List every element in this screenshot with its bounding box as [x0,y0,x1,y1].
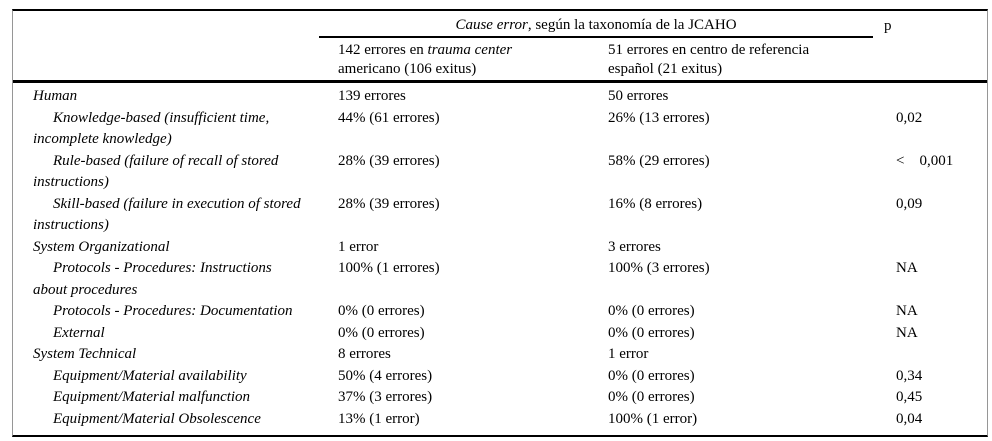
column-header-p: p [884,18,892,34]
p-value: NA [896,303,918,319]
p-value: 0,02 [896,109,923,126]
table-row: System Organizational 1 error 3 errores [13,237,987,259]
trauma-center-value: 28% (39 errores) [338,152,440,169]
centro-referencia-value: 50 errores [608,88,669,104]
trauma-center-value: 8 errores [338,346,391,362]
table-row: Skill-based (failure in execution of sto… [13,194,987,237]
row-label: System Technical [33,346,137,362]
trauma-center-value: 139 errores [338,88,406,104]
group-header-italic-part: Cause error [455,17,528,33]
centro-referencia-value: 100% (3 errores) [608,260,710,276]
row-label: Knowledge-based (insufficient time, inco… [33,109,270,148]
centro-referencia-value: 0% (0 errores) [608,389,695,405]
centro-referencia-value: 1 error [608,346,649,362]
p-value: 0,04 [896,410,923,427]
centro-referencia-line2: español (21 exitus) [608,60,723,77]
row-label: Protocols - Procedures: Instructions abo… [33,260,272,298]
p-value: < 0,001 [896,152,954,169]
trauma-center-value: 0% (0 errores) [338,303,425,319]
trauma-center-line1-prefix: 142 errores en [338,42,428,58]
table-row: Equipment/Material Obsolescence 13% (1 e… [13,409,987,431]
table-row: Protocols - Procedures: Documentation 0%… [13,301,987,323]
row-label: External [53,324,105,341]
trauma-center-value: 1 error [338,238,379,255]
trauma-center-value: 13% (1 error) [338,410,420,427]
table-row: System Technical 8 errores 1 error [13,344,987,366]
table-row: Equipment/Material availability 50% (4 e… [13,366,987,388]
trauma-center-value: 0% (0 errores) [338,324,425,341]
centro-referencia-value: 0% (0 errores) [608,367,695,384]
column-header-trauma-center: 142 errores en trauma center americano (… [338,41,608,78]
p-value: 0,34 [896,367,923,384]
p-value: NA [896,260,918,276]
centro-referencia-value: 0% (0 errores) [608,303,695,319]
centro-referencia-value: 0% (0 errores) [608,324,695,341]
centro-referencia-value: 26% (13 errores) [608,109,710,126]
centro-referencia-value: 3 errores [608,238,661,255]
table-body: Human 139 errores 50 errores Knowledge-b… [13,80,987,435]
group-header-cause-error: Cause error, según la taxonomía de la JC… [319,11,873,38]
centro-referencia-value: 16% (8 errores) [608,195,703,212]
centro-referencia-line1: 51 errores en centro de referencia [608,42,810,58]
row-label: Equipment/Material malfunction [53,389,251,405]
row-label: Rule-based (failure of recall of stored … [33,152,279,191]
row-label: Protocols - Procedures: Documentation [53,303,293,319]
table-subheader-row: 142 errores en trauma center americano (… [13,38,987,80]
trauma-center-line2: americano (106 exitus) [338,60,477,77]
trauma-center-value: 100% (1 errores) [338,260,440,276]
centro-referencia-value: 58% (29 errores) [608,152,710,169]
column-header-centro-referencia: 51 errores en centro de referencia españ… [608,41,878,78]
table-row: Knowledge-based (insufficient time, inco… [13,108,987,151]
centro-referencia-value: 100% (1 error) [608,410,698,427]
row-label: Skill-based (failure in execution of sto… [33,195,301,234]
group-header-rest-part: , según la taxonomía de la JCAHO [527,17,737,33]
trauma-center-value: 50% (4 errores) [338,367,433,384]
table-row: Protocols - Procedures: Instructions abo… [13,258,987,301]
trauma-center-line1: 142 errores en trauma center [338,41,608,60]
p-value: NA [896,324,918,341]
trauma-center-value: 44% (61 errores) [338,109,440,126]
trauma-center-line1-italic: trauma center [427,42,513,58]
error-taxonomy-table: Cause error, según la taxonomía de la JC… [12,9,988,437]
trauma-center-value: 37% (3 errores) [338,389,433,405]
row-label: Human [33,88,78,104]
table-row: Equipment/Material malfunction 37% (3 er… [13,387,987,409]
row-label: Equipment/Material availability [53,367,247,384]
table-row: Human 139 errores 50 errores [13,86,987,108]
table-row: External 0% (0 errores) 0% (0 errores) N… [13,323,987,345]
table-header-top-row: Cause error, según la taxonomía de la JC… [13,11,987,38]
table-row: Rule-based (failure of recall of stored … [13,151,987,194]
row-label: Equipment/Material Obsolescence [53,410,261,427]
trauma-center-value: 28% (39 errores) [338,195,440,212]
p-value: 0,09 [896,195,923,212]
p-value: 0,45 [896,389,923,405]
row-label: System Organizational [33,238,170,255]
